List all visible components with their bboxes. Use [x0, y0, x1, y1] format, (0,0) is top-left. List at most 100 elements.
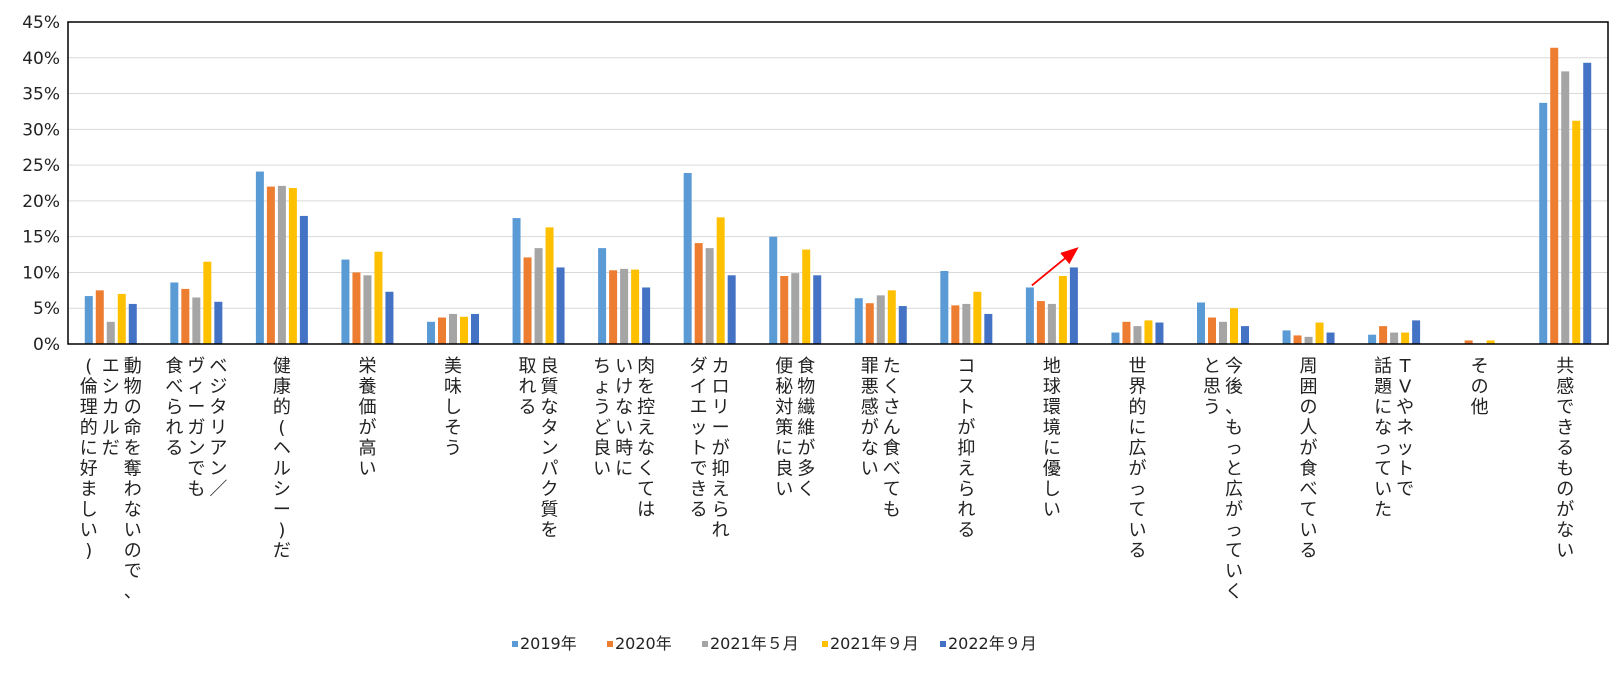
- bar: [642, 287, 651, 344]
- legend-label: 2021年９月: [830, 634, 919, 653]
- x-category-label-line: 動物の命を奪わないので、: [124, 356, 142, 603]
- x-category-label-line: 肉を控えなくては: [637, 356, 655, 521]
- x-category-label-line: 取れる: [519, 356, 537, 418]
- x-category-label-line: (倫理的に好ましい): [80, 356, 98, 562]
- x-category-label-line: 地球環境に優しい: [1043, 356, 1061, 521]
- bar: [170, 282, 179, 344]
- bar: [1036, 301, 1045, 344]
- x-category-label-line: 食べられる: [165, 356, 183, 459]
- x-category-label: その他: [1471, 356, 1489, 418]
- bar: [1069, 267, 1078, 344]
- bar: [694, 243, 703, 344]
- bar: [214, 301, 223, 344]
- bar: [1047, 303, 1056, 344]
- bar: [95, 290, 104, 344]
- bar: [683, 172, 692, 344]
- bar: [951, 305, 960, 344]
- bar: [1282, 330, 1291, 344]
- y-tick-label: 35%: [22, 85, 60, 105]
- x-category-label: 動物の命を奪わないので、エシカルだ(倫理的に好ましい): [80, 356, 142, 603]
- bar: [1293, 335, 1302, 344]
- bar: [802, 249, 811, 344]
- legend-item: 2019年: [512, 634, 577, 653]
- bar: [192, 297, 201, 344]
- bar: [363, 275, 372, 344]
- x-category-label-line: ヴィーガンでも: [187, 356, 205, 500]
- x-category-label: 地球環境に優しい: [1043, 356, 1061, 521]
- bar: [84, 296, 93, 344]
- bar: [780, 276, 789, 344]
- bar: [471, 313, 479, 344]
- bar: [117, 293, 126, 344]
- y-tick-label: 40%: [22, 49, 60, 69]
- x-category-label: 共感できるものがない: [1556, 356, 1574, 562]
- x-category-label-line: ダイエットできる: [690, 356, 708, 521]
- bar: [106, 321, 115, 344]
- x-category-label-line: 今後、もっと広がっていく: [1225, 356, 1243, 603]
- bar: [427, 321, 435, 344]
- x-category-label-line: 共感できるものがない: [1556, 356, 1574, 562]
- bar: [1401, 332, 1410, 344]
- bar: [1219, 321, 1227, 344]
- bar: [288, 188, 297, 344]
- legend-swatch: [607, 641, 613, 647]
- bar: [341, 259, 350, 344]
- y-tick-label: 5%: [33, 299, 60, 319]
- x-category-label: 健康的(ヘルシー)だ: [273, 356, 291, 562]
- y-tick-label: 15%: [22, 228, 60, 248]
- x-category-label-line: 良質なタンパク質を: [541, 356, 559, 541]
- bar: [865, 303, 874, 344]
- x-category-label: 栄養価が高い: [358, 356, 376, 480]
- legend-label: 2020年: [615, 634, 672, 653]
- x-category-label: コストが抑えられる: [957, 356, 975, 541]
- y-tick-label: 0%: [33, 335, 60, 355]
- bar: [1539, 102, 1548, 344]
- bar: [1197, 302, 1205, 344]
- legend-swatch: [822, 641, 828, 647]
- bar: [1025, 287, 1034, 344]
- y-tick-label: 10%: [22, 263, 60, 283]
- bar: [1326, 332, 1335, 344]
- y-tick-label: 20%: [22, 192, 60, 212]
- legend-item: 2021年９月: [822, 634, 919, 653]
- x-category-label-line: 便秘対策に良い: [775, 356, 793, 500]
- x-category-label-line: たくさん食べても: [883, 356, 901, 521]
- bars: [84, 47, 1592, 344]
- legend-swatch: [940, 641, 946, 647]
- x-category-label-line: ベジタリアン／: [209, 356, 227, 500]
- bar: [609, 270, 618, 344]
- bar: [1241, 326, 1249, 344]
- plot-area-frame: [67, 21, 1609, 345]
- legend-label: 2021年５月: [710, 634, 799, 653]
- bar: [1208, 317, 1216, 344]
- bar: [1486, 340, 1495, 344]
- bar: [1572, 120, 1581, 344]
- x-category-label-line: 栄養価が高い: [358, 356, 376, 480]
- bar: [854, 298, 863, 344]
- annotations: [1031, 247, 1079, 287]
- bar: [556, 267, 565, 344]
- bar: [1144, 320, 1153, 344]
- bar: [203, 261, 212, 344]
- bar: [266, 186, 275, 344]
- bar: [277, 185, 286, 344]
- legend-item: 2020年: [607, 634, 672, 653]
- legend-item: 2022年９月: [940, 634, 1037, 653]
- bar: [705, 248, 714, 344]
- bar: [940, 271, 949, 344]
- x-category-label-line: 美味しそう: [444, 356, 462, 459]
- y-axis: 0% 5% 10% 15% 20% 25% 30% 35% 40% 45%: [22, 13, 60, 355]
- bar: [512, 218, 521, 344]
- bar: [255, 171, 264, 344]
- bar: [545, 227, 554, 344]
- bar: [1058, 276, 1067, 344]
- bar: [1133, 326, 1142, 344]
- x-category-label-line: 健康的(ヘルシー)だ: [273, 356, 291, 562]
- bar: [1315, 322, 1324, 344]
